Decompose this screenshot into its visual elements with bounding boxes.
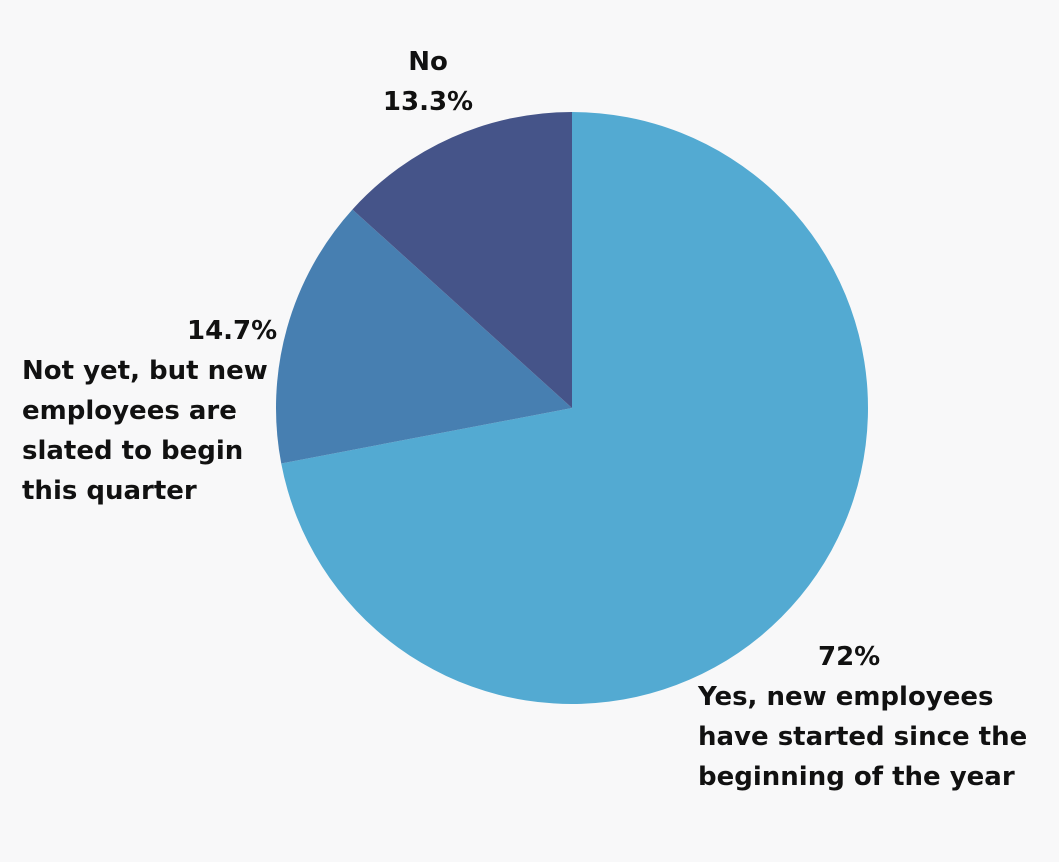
pie-slice-yes [281,112,868,705]
slice-text-not-yet-line-3: slated to begin [22,436,244,466]
pie-slice-not-yet [275,209,572,464]
slice-text-yes-line-1: Yes, new employees [698,682,994,712]
slice-label-not-yet: 14.7% Not yet, but new employees are sla… [22,311,277,511]
slice-text-not-yet-line-2: employees are [22,396,237,426]
slice-label-no: No 13.3% [348,42,508,122]
slice-text-not-yet-line-4: this quarter [22,476,197,506]
slice-text-yes-line-2: have started since the [698,722,1028,752]
slice-text-no: No [408,47,448,77]
slice-value-yes: 72% [818,642,881,672]
slice-text-yes-line-3: beginning of the year [698,762,1015,792]
slice-text-not-yet-line-1: Not yet, but new [22,356,268,386]
slice-value-not-yet: 14.7% [187,316,278,346]
slice-value-no: 13.3% [382,87,474,117]
pie-slice-no [352,112,572,408]
slice-label-yes: 72% Yes, new employees have started sinc… [698,637,1027,797]
